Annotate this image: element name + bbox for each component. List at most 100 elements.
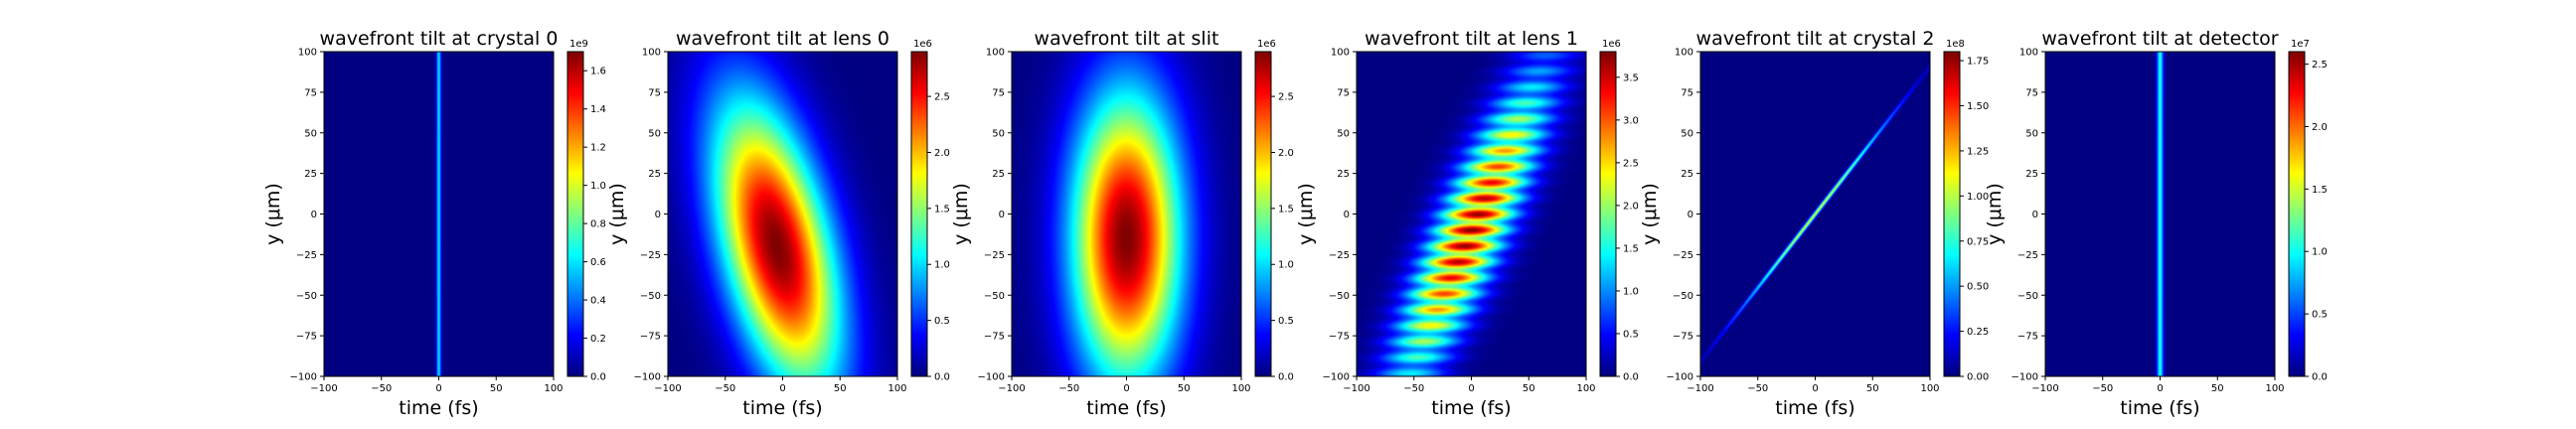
- colorbar-tick-label: 3.5: [1623, 72, 1639, 83]
- colorbar-tick-label: 1.0: [2312, 247, 2328, 258]
- x-tick-label: 0: [779, 383, 785, 394]
- colorbar-tick-label: 2.0: [1623, 201, 1639, 212]
- colorbar-tick-label: 2.5: [2312, 60, 2328, 71]
- colorbar-tick-label: 0.0: [1278, 372, 1294, 383]
- heatmap-image: [1357, 52, 1586, 376]
- colorbar-frame: [1599, 51, 1617, 377]
- x-tick-label: −100: [2031, 383, 2058, 394]
- x-tick-label: 100: [1231, 383, 1250, 394]
- x-tick-label: −50: [2092, 383, 2113, 394]
- y-axis-label: y (μm): [950, 183, 972, 245]
- y-tick-label: −25: [984, 250, 1005, 261]
- x-tick-label: 0: [1468, 383, 1474, 394]
- x-tick-label: 50: [490, 383, 503, 394]
- y-tick-label: 75: [992, 87, 1005, 98]
- colorbar-tick-label: 1.00: [1967, 192, 1989, 203]
- colorbar-tick-label: 1.5: [1278, 204, 1294, 214]
- colorbar-exponent: 1e6: [1257, 39, 1276, 50]
- y-axis-label: y (μm): [606, 183, 628, 245]
- x-tick-label: 50: [834, 383, 847, 394]
- colorbar-frame: [2288, 51, 2306, 377]
- y-axis-label: y (μm): [1639, 183, 1661, 245]
- y-tick-label: −50: [984, 291, 1005, 302]
- y-tick-label: 0: [1344, 210, 1350, 220]
- colorbar-tick-label: 2.5: [934, 92, 950, 103]
- y-tick-label: 0: [311, 210, 317, 220]
- colorbar-tick-label: 0.6: [590, 257, 606, 268]
- y-tick-label: −75: [296, 332, 317, 343]
- colorbar-tick-label: 0.25: [1967, 327, 1989, 338]
- y-tick-label: 100: [2019, 48, 2038, 59]
- y-axis-label: y (μm): [1295, 183, 1317, 245]
- chart-title: wavefront tilt at lens 1: [1365, 28, 1578, 50]
- colorbar-frame: [1254, 51, 1272, 377]
- y-tick-label: 50: [1681, 128, 1693, 139]
- y-axis-label: y (μm): [262, 183, 284, 245]
- colorbar-tick-label: 0.75: [1967, 236, 1989, 247]
- x-tick-label: −50: [1403, 383, 1424, 394]
- x-tick-label: 0: [1812, 383, 1818, 394]
- y-tick-label: 50: [1337, 128, 1350, 139]
- colorbar-tick-label: 0.0: [2312, 372, 2328, 383]
- chart-panel-2: wavefront tilt at lens 0 −100 −50 0 50 100 −10…: [606, 28, 950, 419]
- colorbar-gradient: [2289, 52, 2305, 376]
- y-tick-label: 75: [1681, 87, 1693, 98]
- y-tick-label: 25: [304, 169, 317, 180]
- y-tick-label: 50: [992, 128, 1005, 139]
- y-tick-label: −25: [1673, 250, 1693, 261]
- x-tick-label: −50: [715, 383, 735, 394]
- colorbar-tick-label: 2.0: [1278, 148, 1294, 159]
- chart-title: wavefront tilt at lens 0: [676, 28, 889, 50]
- chart-panel-4: wavefront tilt at lens 1 −100 −50 0 50 100 −10…: [1295, 28, 1639, 419]
- y-tick-label: 0: [1688, 210, 1693, 220]
- y-tick-label: 75: [648, 87, 661, 98]
- colorbar-tick-label: 2.5: [1278, 92, 1294, 103]
- x-tick-label: 0: [435, 383, 441, 394]
- x-tick-label: 100: [1576, 383, 1595, 394]
- colorbar-tick-label: 0.4: [590, 296, 606, 307]
- colorbar-frame: [1943, 51, 1961, 377]
- colorbar-tick-label: 1.0: [1278, 260, 1294, 271]
- x-tick-label: 50: [2211, 383, 2224, 394]
- y-tick-label: −25: [640, 250, 661, 261]
- x-tick-label: 100: [2265, 383, 2284, 394]
- colorbar-tick-label: 1.50: [1967, 101, 1989, 112]
- x-tick-label: −100: [1343, 383, 1369, 394]
- y-tick-label: 50: [2025, 128, 2038, 139]
- y-tick-label: −75: [640, 332, 661, 343]
- x-tick-label: 0: [2157, 383, 2163, 394]
- colorbar-tick-label: 0.5: [1278, 316, 1294, 327]
- colorbar-gradient: [567, 52, 583, 376]
- colorbar-tick-label: 1.6: [590, 67, 606, 77]
- chart-title: wavefront tilt at detector: [2041, 28, 2278, 50]
- chart-panel-6: wavefront tilt at detector −100 −50 0 50 100 −…: [1984, 28, 2328, 419]
- x-tick-label: 50: [1523, 383, 1535, 394]
- y-tick-label: −100: [1667, 372, 1693, 383]
- x-tick-label: −100: [654, 383, 681, 394]
- colorbar-tick-label: 2.0: [2312, 122, 2328, 133]
- y-tick-label: −100: [978, 372, 1005, 383]
- y-tick-label: −75: [1673, 332, 1693, 343]
- colorbar-tick-label: 0.5: [2312, 310, 2328, 321]
- x-tick-label: 100: [544, 383, 563, 394]
- colorbar-exponent: 1e7: [2291, 39, 2310, 50]
- chart-title: wavefront tilt at slit: [1035, 28, 1219, 50]
- x-axis-label: time (fs): [2120, 397, 2199, 419]
- colorbar-tick-label: 1.0: [590, 181, 606, 192]
- y-tick-label: −50: [1329, 291, 1350, 302]
- x-tick-label: −100: [1687, 383, 1713, 394]
- heatmap-image: [324, 52, 554, 376]
- y-tick-label: −50: [2017, 291, 2038, 302]
- colorbar-tick-label: 1.4: [590, 104, 606, 115]
- y-tick-label: 25: [648, 169, 661, 180]
- y-tick-label: 25: [992, 169, 1005, 180]
- y-tick-label: −100: [290, 372, 317, 383]
- y-tick-label: −75: [984, 332, 1005, 343]
- y-tick-label: −50: [1673, 291, 1693, 302]
- colorbar-exponent: 1e6: [913, 39, 932, 50]
- colorbar-tick-label: 0.00: [1967, 372, 1989, 383]
- y-tick-label: 0: [999, 210, 1005, 220]
- colorbar-tick-label: 0.0: [1623, 372, 1639, 383]
- heatmap-image: [668, 52, 897, 376]
- colorbar-gradient: [911, 52, 927, 376]
